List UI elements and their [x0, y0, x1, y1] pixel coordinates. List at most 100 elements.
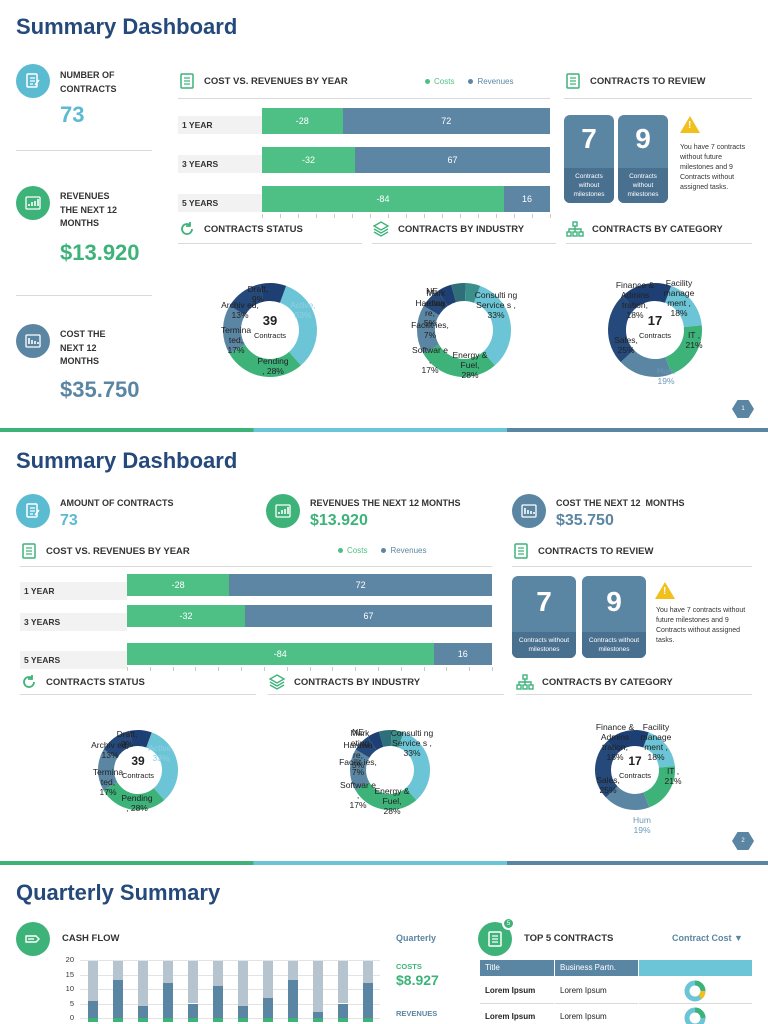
axis-tick [286, 667, 288, 671]
section-contracts-by-category: CONTRACTS BY CATEGORY [516, 673, 673, 691]
axis-tick [400, 667, 402, 671]
slice-label: Facilit ies, 7% [338, 757, 378, 777]
section-contracts-to-review: CONTRACTS TO REVIEW [564, 72, 705, 90]
slice-percent: 17% [349, 800, 367, 810]
donut-slice [129, 730, 152, 748]
axis-tick [218, 667, 220, 671]
bar-category-label: 1 YEAR [178, 116, 262, 134]
page-title: Quarterly Summary [16, 880, 221, 905]
slice-label: Facility manage ment , 18% [657, 278, 701, 318]
donut-svg [608, 283, 702, 377]
mini-donut-icon [684, 980, 706, 1002]
slice-name: Sales, [614, 335, 638, 345]
page-title: Summary Dashboard [16, 448, 238, 473]
cash-bar-base [287, 1018, 298, 1022]
slice-name: Active, [290, 300, 316, 310]
cash-bar [262, 997, 273, 1018]
slice-label: Active, 33% [282, 300, 324, 320]
page-title: Summary Dashboard [16, 14, 238, 39]
donut-slice [607, 730, 649, 754]
slice-percent: 9% [251, 294, 265, 304]
section-cost-vs-revenues: COST VS. REVENUES BY YEAR [20, 542, 190, 560]
cash-bar-base [87, 1018, 98, 1022]
cash-bar [162, 983, 173, 1018]
contract-icon [16, 64, 50, 98]
axis-tick [370, 214, 371, 218]
axis-tick [496, 214, 497, 218]
slice-label: Hardwa re, 5% [410, 298, 450, 328]
document-icon [180, 73, 194, 89]
slice-name: IT , [687, 330, 701, 340]
document-icon [514, 543, 528, 559]
cash-bar-base [262, 1018, 273, 1022]
axis-tick [550, 214, 551, 218]
y-tick-label: 20 [65, 955, 74, 964]
donut-svg [350, 730, 430, 810]
donut-slice [664, 285, 702, 328]
sort-dropdown[interactable]: Contract Cost ▼ [672, 933, 743, 943]
slice-name: Archiv ed, [91, 740, 129, 750]
review-card-tasks[interactable]: 9 Contracts without milestones [582, 576, 646, 658]
cash-bar-base [362, 1018, 373, 1022]
slice-label: Draft, 9% [240, 284, 276, 304]
slice-name: Facilit ies, [339, 757, 377, 767]
top5-badge: 5 [502, 917, 515, 930]
slice-label: Facilit ies, 7% [410, 320, 450, 340]
slice-percent: 9% [120, 739, 134, 749]
donut-slice [464, 283, 481, 303]
slice-label: Sales, 25% [588, 775, 628, 795]
cost-chart-icon [512, 494, 546, 528]
cost-chart-icon [16, 324, 50, 358]
axis-tick [478, 214, 479, 218]
axis-tick [446, 667, 448, 671]
slide-divider [0, 428, 768, 432]
axis-tick [423, 667, 425, 671]
bar-cost-segment: -28 [262, 108, 343, 134]
period-label[interactable]: Quarterly [396, 933, 437, 943]
donut-slice [145, 732, 178, 801]
review-card-tasks[interactable]: 9 Contracts without milestones [618, 115, 668, 203]
slice-label: NE [348, 727, 368, 737]
review-card-milestones[interactable]: 7 Contracts without milestones [512, 576, 576, 658]
donut-slice [229, 344, 301, 377]
bar-cost-segment: -32 [127, 605, 245, 627]
page-number-badge: 1 [732, 400, 754, 418]
donut-slice [622, 283, 672, 310]
cash-bar-base [312, 1018, 323, 1022]
slice-percent: 5% [423, 318, 437, 328]
kpi-revenues: $13.920 [310, 512, 368, 529]
axis-tick [406, 214, 407, 218]
cash-bar-base [187, 1018, 198, 1022]
slice-name: Sales, [596, 775, 620, 785]
cash-bar [362, 983, 373, 1018]
table-header-partner[interactable]: Business Partn. [555, 960, 638, 976]
slice-name: Softwar e , [412, 345, 448, 365]
slice-percent: 21% [685, 340, 703, 350]
donut-svg [223, 283, 317, 377]
section-cost-vs-revenues: COST VS. REVENUES BY YEAR [178, 72, 348, 90]
axis-tick [377, 667, 379, 671]
layers-icon [372, 221, 390, 237]
donut-slice [229, 284, 265, 316]
slice-label: Facility manage ment , 18% [634, 722, 678, 762]
chart-legend: Costs Revenues [338, 546, 426, 555]
slice-name: Consulti ng Service s , [474, 290, 518, 310]
axis-tick [332, 667, 334, 671]
hierarchy-icon [516, 674, 534, 690]
slice-label: Archiv ed, 13% [218, 300, 262, 320]
table-header-title[interactable]: Title [480, 960, 554, 976]
bar-category-label: 5 YEARS [20, 651, 127, 669]
donut-slice [355, 736, 377, 759]
axis-tick [309, 667, 311, 671]
axis-tick [298, 214, 299, 218]
axis-tick [280, 214, 281, 218]
growth-chart-icon [266, 494, 300, 528]
cash-bar [187, 1003, 198, 1018]
slice-label: Energy & Fuel, 28% [448, 350, 492, 380]
slice-name: Hardwa re, [343, 740, 373, 760]
donut-slice [350, 749, 370, 791]
section-contracts-by-category: CONTRACTS BY CATEGORY [566, 220, 723, 238]
slice-name: Facility manage ment , [640, 722, 672, 752]
review-card-milestones[interactable]: 7 Contracts without milestones [564, 115, 614, 203]
donut-slice [355, 781, 417, 810]
